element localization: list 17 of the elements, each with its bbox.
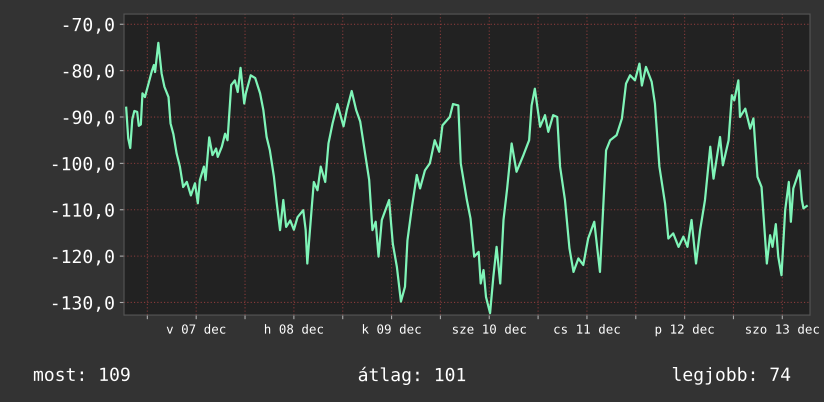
x-tick-label: sze 10 dec xyxy=(452,324,526,334)
x-tick-label: szo 13 dec xyxy=(746,324,819,334)
y-tick-label: -70,0 xyxy=(64,18,114,34)
x-tick-label: h 08 dec xyxy=(264,324,323,334)
x-tick-label: v 07 dec xyxy=(166,324,226,334)
x-tick-label: p 12 dec xyxy=(656,324,714,336)
y-tick-label: -130,0 xyxy=(52,296,114,312)
x-tick-label: k 09 dec xyxy=(362,324,421,334)
x-tick-label: cs 11 dec xyxy=(554,324,620,334)
text: legjobb: 74 xyxy=(672,367,790,385)
text: átlag: 101 xyxy=(358,366,466,386)
text: most: 109 xyxy=(34,368,130,382)
y-tick-label: -120,0 xyxy=(52,250,114,266)
y-tick-label: -90,0 xyxy=(64,110,114,126)
y-tick-label: -80,0 xyxy=(64,64,114,80)
y-tick-label: -110,0 xyxy=(52,203,114,220)
y-tick-label: -100,0 xyxy=(52,156,114,173)
